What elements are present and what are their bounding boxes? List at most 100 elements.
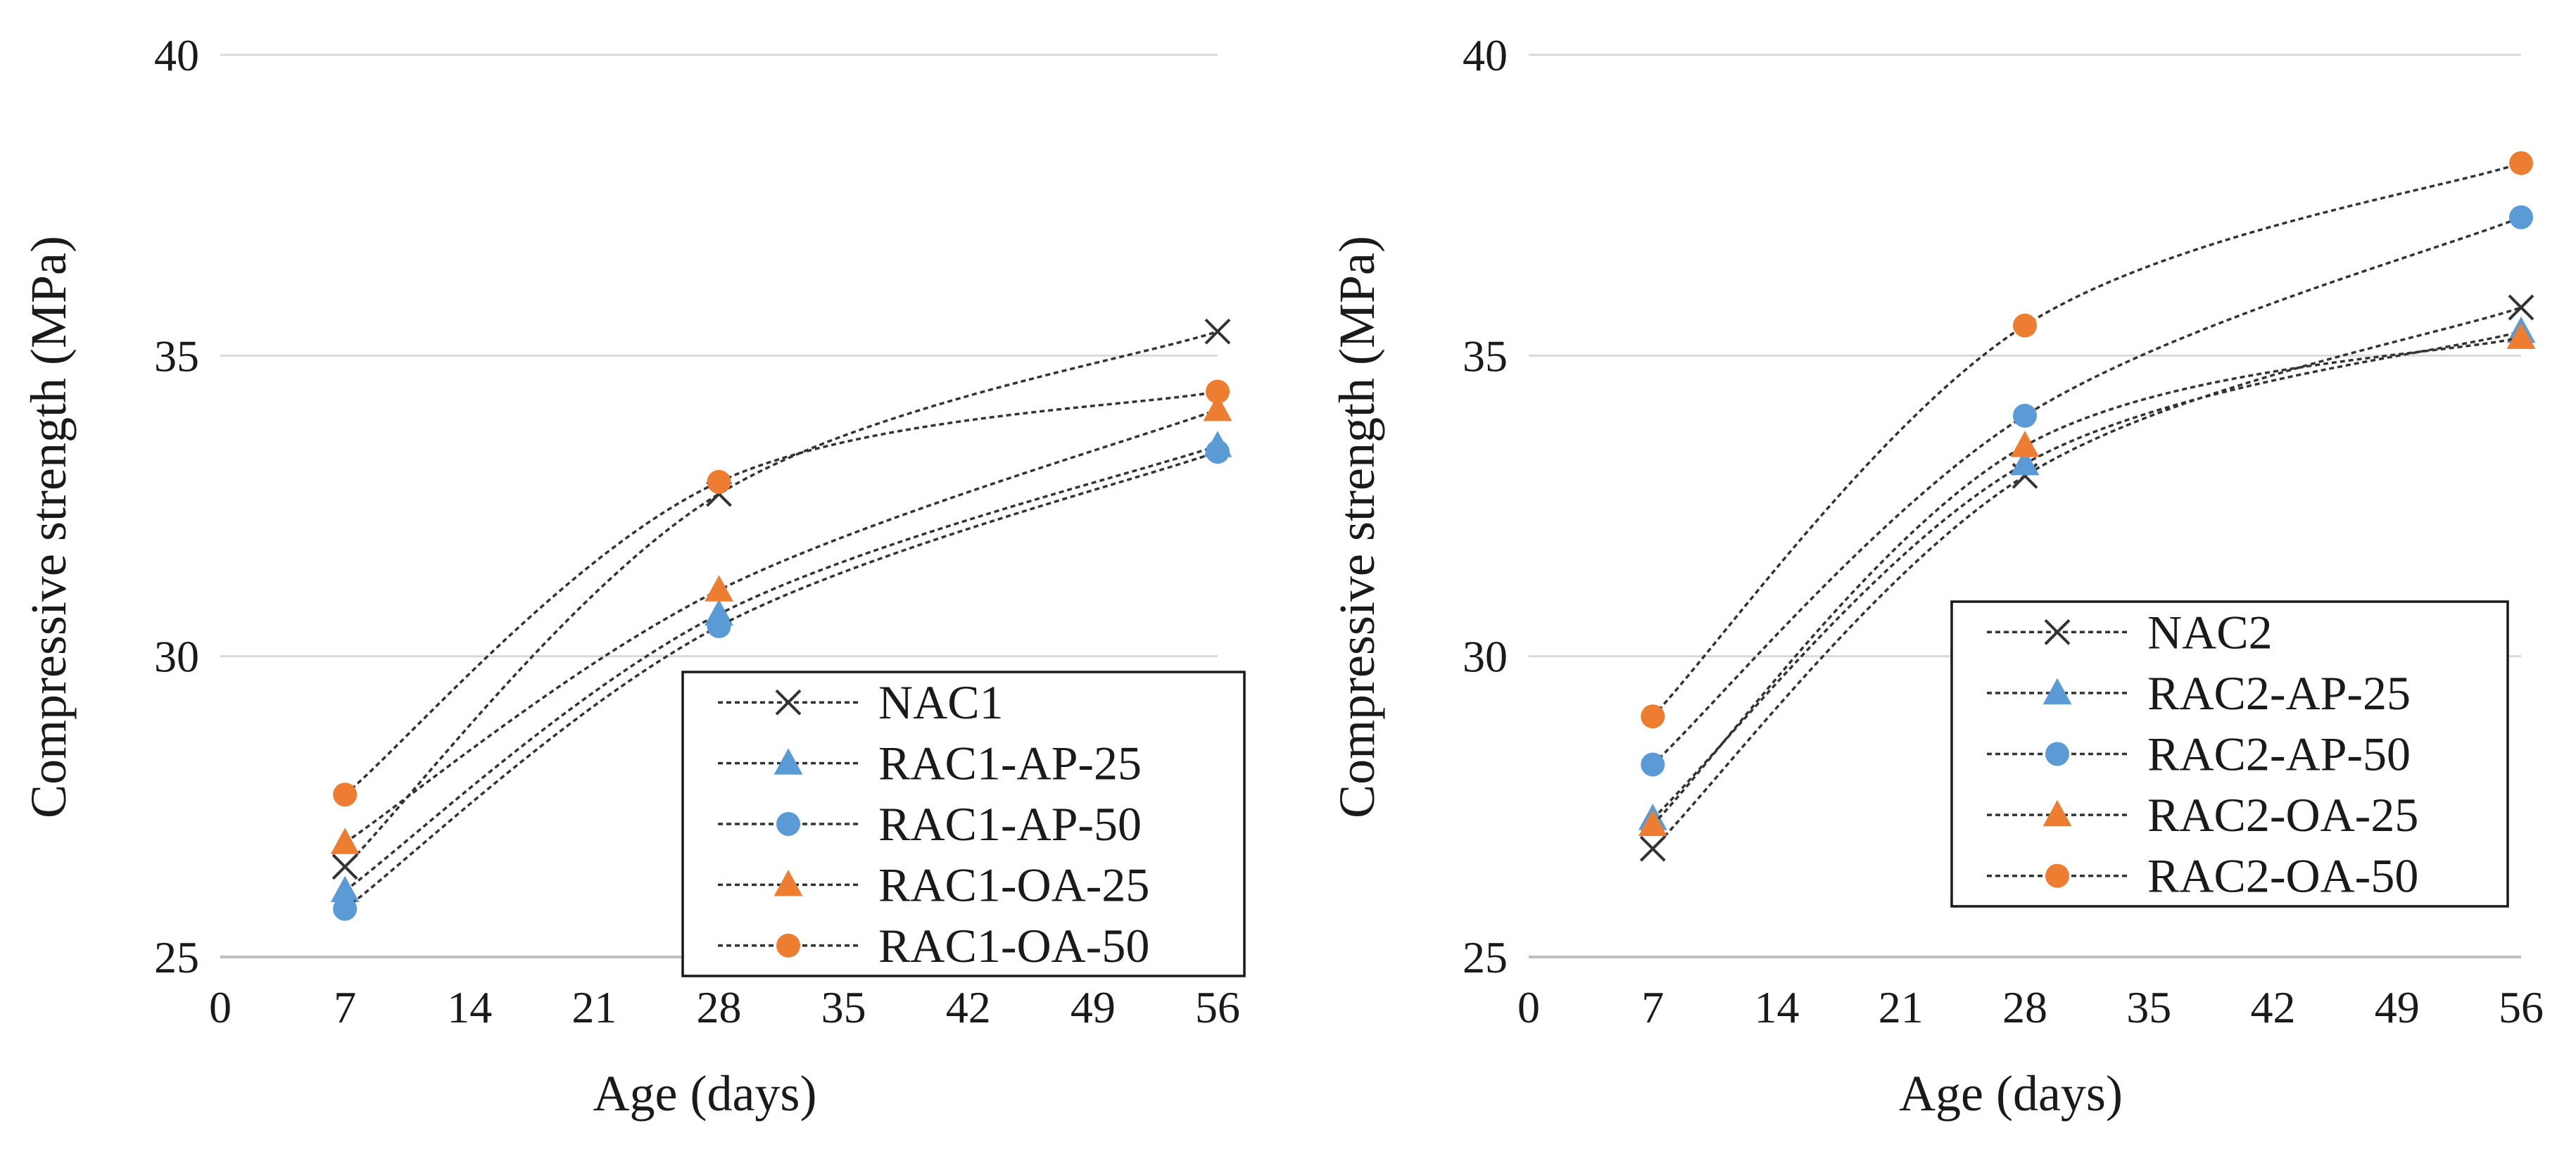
x-tick-label: 7 xyxy=(1641,982,1664,1032)
legend: NAC1 RAC1-AP-25 RAC1-AP-50 RAC1-OA-25 RAC1-O… xyxy=(681,671,1246,977)
legend-entry: RAC2-AP-50 xyxy=(1987,728,2411,781)
legend-marker xyxy=(774,870,803,896)
legend-marker xyxy=(775,689,802,716)
series-RAC1-AP-50 xyxy=(333,440,1230,921)
legend-label: RAC2-OA-50 xyxy=(2147,849,2418,903)
data-point xyxy=(2506,322,2536,349)
series-RAC2-OA-25 xyxy=(1638,322,2536,837)
legend-entry: RAC1-AP-25 xyxy=(718,737,1142,790)
legend-entry: RAC1-AP-50 xyxy=(718,797,1142,851)
y-tick-label: 35 xyxy=(154,331,199,381)
legend-label: NAC2 xyxy=(2147,605,2273,659)
x-tick-label: 28 xyxy=(697,982,742,1032)
legend-entry: RAC2-AP-25 xyxy=(1987,666,2411,720)
legend-box xyxy=(1950,600,2509,908)
x-tick-label: 56 xyxy=(2499,982,2544,1032)
data-point xyxy=(1638,809,1667,837)
data-point xyxy=(1206,379,1230,404)
legend-marker xyxy=(2045,742,2069,766)
data-point xyxy=(2509,151,2533,175)
data-point xyxy=(2508,294,2534,321)
legend-entry: RAC2-OA-50 xyxy=(1987,849,2418,903)
y-axis-label: Compressive strength (MPa) xyxy=(1329,236,1385,818)
legend-label: RAC2-AP-25 xyxy=(2147,666,2411,720)
series-RAC2-OA-50 xyxy=(1641,151,2533,729)
legend-marker xyxy=(776,933,800,958)
x-tick-label: 35 xyxy=(2126,982,2171,1032)
x-tick-label: 56 xyxy=(1195,982,1240,1032)
data-point xyxy=(330,828,360,854)
series-RAC2-AP-50 xyxy=(1641,205,2533,777)
data-point xyxy=(1206,440,1230,464)
legend: NAC2 RAC2-AP-25 RAC2-AP-50 RAC2-OA-25 RAC2-O… xyxy=(1950,600,2509,908)
data-point xyxy=(330,875,360,903)
legend-marker xyxy=(774,748,803,775)
legend-label: RAC2-OA-25 xyxy=(2147,788,2418,842)
data-point xyxy=(705,575,733,602)
legend-entry: NAC2 xyxy=(1987,605,2273,659)
legend-label: RAC1-AP-25 xyxy=(878,737,1142,790)
data-point xyxy=(1641,752,1665,777)
y-tick-label: 40 xyxy=(1463,30,1508,80)
legend-marker xyxy=(2045,863,2069,888)
data-point xyxy=(333,896,358,921)
data-point xyxy=(333,782,358,807)
y-tick-label: 30 xyxy=(154,632,199,682)
legend-entry: RAC1-OA-25 xyxy=(718,858,1149,911)
y-tick-label: 35 xyxy=(1463,331,1508,381)
x-tick-label: 49 xyxy=(1071,982,1116,1032)
data-point xyxy=(707,469,731,494)
y-tick-label: 40 xyxy=(154,30,199,80)
legend-entry: RAC1-OA-50 xyxy=(718,919,1149,972)
y-tick-label: 25 xyxy=(154,932,199,982)
data-point xyxy=(332,854,358,880)
x-axis-label: Age (days) xyxy=(1899,1065,2123,1122)
x-tick-label: 42 xyxy=(2251,982,2296,1032)
chart-panel-2: 25 30 35 40 0 7 14 21 28 35 42 49 56 Age (days) Compre… xyxy=(1329,30,2544,1122)
y-tick-label: 25 xyxy=(1463,932,1508,982)
x-tick-label: 14 xyxy=(447,982,492,1032)
legend-label: RAC2-AP-50 xyxy=(2147,728,2411,781)
data-point xyxy=(2010,431,2040,457)
data-point xyxy=(1641,704,1665,729)
data-point xyxy=(1639,835,1666,862)
legend-marker xyxy=(2043,678,2072,705)
x-axis-label: Age (days) xyxy=(593,1065,817,1122)
x-tick-label: 21 xyxy=(1879,982,1924,1032)
x-tick-label: 14 xyxy=(1755,982,1800,1032)
y-tick-label: 30 xyxy=(1463,632,1508,682)
legend-marker xyxy=(776,812,800,836)
x-tick-label: 49 xyxy=(2375,982,2420,1032)
legend-marker xyxy=(2043,799,2072,827)
legend-entry: RAC2-OA-25 xyxy=(1987,788,2418,842)
x-tick-label: 0 xyxy=(1517,982,1540,1032)
data-point xyxy=(707,614,731,638)
x-tick-label: 35 xyxy=(821,982,866,1032)
data-point xyxy=(2010,448,2040,476)
chart-panel-1: 25 30 35 40 0 7 14 21 28 35 42 49 56 Age (days) Compre… xyxy=(20,30,1246,1122)
series-RAC1-OA-25 xyxy=(330,395,1232,854)
data-point xyxy=(1203,395,1232,421)
legend-entry: NAC1 xyxy=(718,676,1004,729)
y-axis-label: Compressive strength (MPa) xyxy=(20,236,77,818)
legend-label: RAC1-AP-50 xyxy=(878,797,1142,851)
x-tick-label: 7 xyxy=(334,982,356,1032)
series-RAC1-OA-50 xyxy=(333,379,1230,807)
legend-marker xyxy=(2044,619,2071,645)
series-line xyxy=(344,450,1218,911)
data-point xyxy=(2013,313,2037,338)
x-tick-label: 0 xyxy=(209,982,232,1032)
data-point xyxy=(2509,205,2533,229)
series-line xyxy=(343,330,1218,868)
x-tick-label: 28 xyxy=(2002,982,2047,1032)
legend-label: RAC1-OA-50 xyxy=(878,919,1149,972)
series-NAC1 xyxy=(332,318,1231,880)
data-point xyxy=(2013,403,2037,428)
legend-label: RAC1-OA-25 xyxy=(878,858,1149,911)
x-tick-label: 42 xyxy=(946,982,991,1032)
x-tick-label: 21 xyxy=(572,982,617,1032)
legend-label: NAC1 xyxy=(878,676,1004,729)
data-point xyxy=(1204,318,1231,345)
